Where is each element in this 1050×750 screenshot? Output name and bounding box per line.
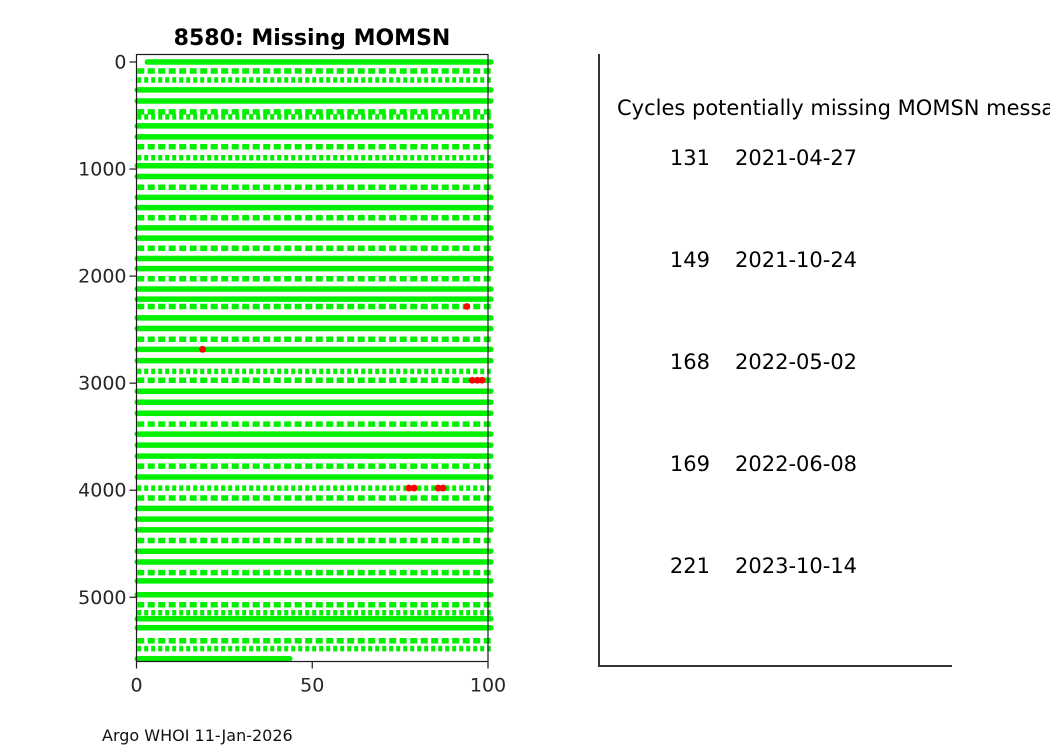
cycle-date: 2022-05-02: [735, 350, 858, 374]
missing-cycle-point: [405, 484, 413, 492]
missing-cycle-point: [463, 303, 471, 310]
cycle-number: 131: [669, 146, 710, 170]
panel-left-border: [598, 54, 600, 666]
cycle-number: 169: [669, 452, 710, 476]
cycle-number: 149: [669, 248, 710, 272]
missing-cycles-header: Cycles potentially missing MOMSN messa: [617, 96, 1050, 120]
y-tick-label: 3000: [78, 373, 126, 395]
footer-caption: Argo WHOI 11-Jan-2026: [102, 726, 293, 745]
cycle-date: 2021-04-27: [735, 146, 858, 170]
missing-cycle-point: [199, 345, 206, 353]
missing-cycle-point: [468, 376, 476, 384]
x-tick-label: 0: [130, 675, 142, 697]
cycle-date: 2022-06-08: [735, 452, 858, 476]
x-tick-label: 50: [300, 675, 324, 697]
y-tick-label: 2000: [78, 266, 126, 288]
y-tick-label: 1000: [78, 159, 126, 181]
panel-bottom-border: [598, 665, 952, 667]
missing-cycle-point: [434, 484, 442, 492]
missing-cycle-point: [439, 484, 447, 492]
cycle-number: 168: [669, 350, 710, 374]
cycle-number: 221: [669, 554, 710, 578]
chart-title: 8580: Missing MOMSN: [173, 26, 451, 51]
y-tick-label: 4000: [78, 480, 126, 502]
x-tick-label: 100: [470, 675, 506, 697]
y-tick-label: 5000: [78, 587, 126, 609]
missing-cycle-point: [478, 376, 486, 384]
y-tick-label: 0: [114, 51, 126, 73]
cycle-date: 2021-10-24: [735, 248, 858, 272]
missing-cycle-point: [410, 484, 418, 492]
cycle-date: 2023-10-14: [735, 554, 858, 578]
